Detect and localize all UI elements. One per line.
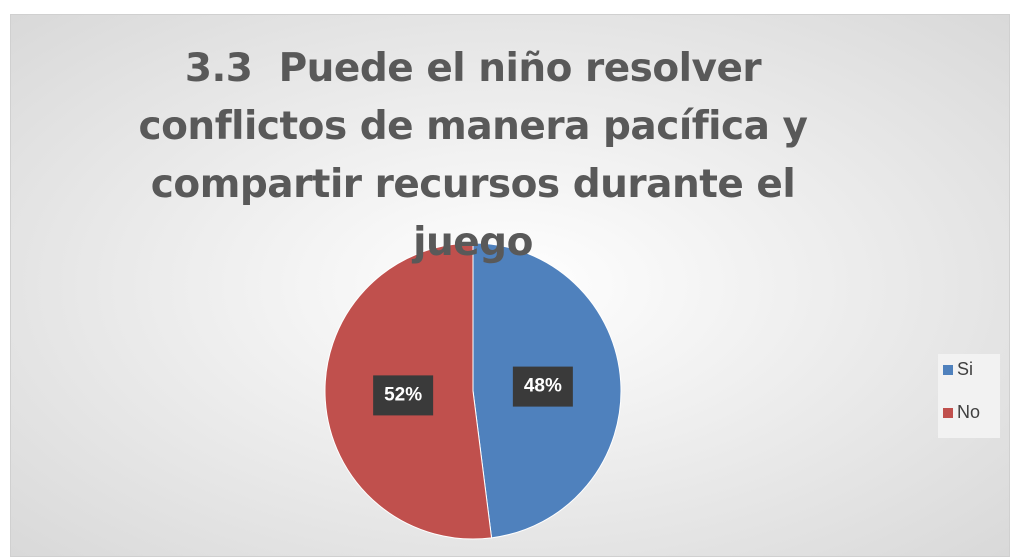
data-label: 48%	[524, 376, 562, 397]
data-label-box	[373, 375, 434, 416]
data-label: 52%	[384, 384, 422, 405]
legend-label: No	[957, 402, 980, 422]
legend-swatch	[943, 408, 953, 418]
legend-label: Si	[957, 359, 973, 379]
legend-swatch	[943, 365, 953, 375]
chart-title: 3.3 Puede el niño resolver conflictos de…	[138, 46, 821, 265]
data-label-box	[512, 366, 573, 407]
